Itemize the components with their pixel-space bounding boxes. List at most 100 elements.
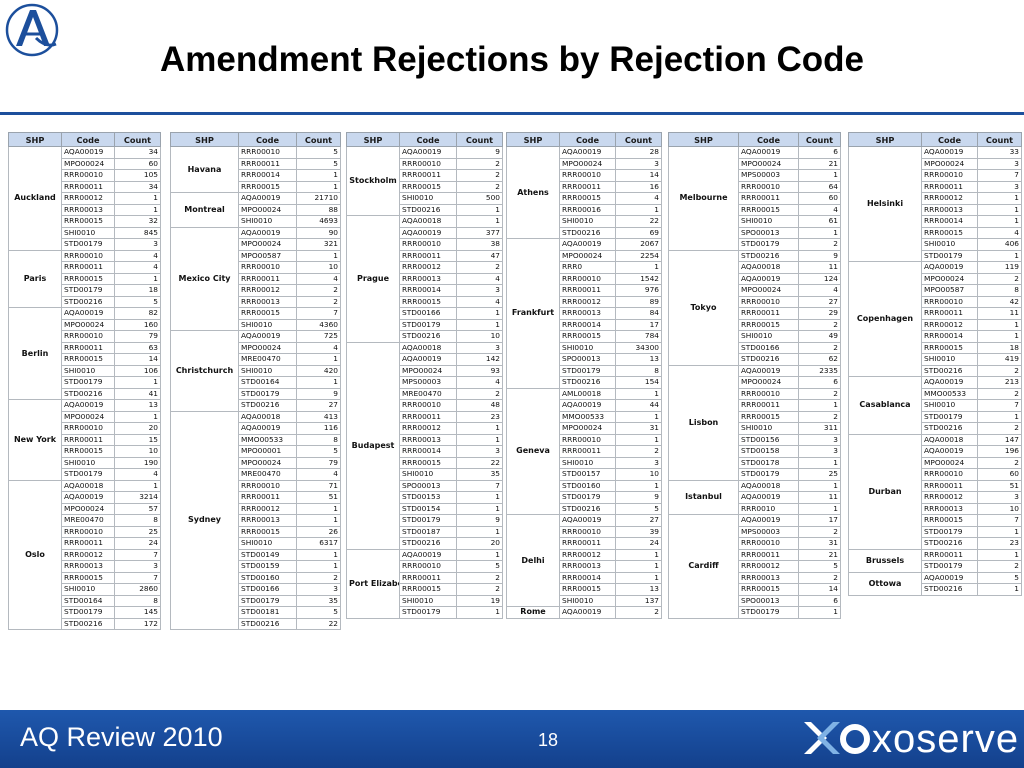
table-row: MPO00024 57: [9, 502, 161, 515]
rejection-count: 31: [798, 537, 841, 550]
rejection-code: STD00179: [559, 491, 616, 504]
rejection-code: RRR00014: [921, 330, 978, 343]
rejection-count: 413: [296, 410, 341, 423]
rejection-code: STD00216: [61, 387, 115, 400]
rejection-code: MPO00024: [921, 456, 978, 469]
rejection-count: 51: [977, 479, 1022, 492]
rejection-count: 5: [296, 445, 341, 458]
rejection-count: 44: [615, 399, 662, 412]
rejection-count: 17: [798, 514, 841, 527]
table-row: RRR00013 1: [849, 203, 1022, 216]
rejection-count: 21710: [296, 192, 341, 205]
rejection-count: 106: [114, 364, 161, 377]
rejection-code: RRR00012: [559, 548, 616, 561]
table-row: RRR00010 2: [347, 157, 503, 170]
rejection-code: MPS00003: [399, 376, 457, 389]
rejection-count: 22: [456, 456, 503, 469]
rejection-code: RRR00011: [921, 548, 978, 561]
rejection-count: 14: [615, 169, 662, 182]
table-row: MPO00024 4: [669, 284, 841, 297]
rejection-count: 2: [798, 238, 841, 251]
table-row: SHI0010 137: [507, 594, 662, 607]
rejection-code: RRR00012: [921, 318, 978, 331]
rejection-count: 19: [456, 594, 503, 607]
rejection-count: 1: [114, 192, 161, 205]
shp-name: Mexico City: [170, 226, 239, 331]
header-code: Code: [559, 132, 616, 147]
rejection-count: 1: [615, 479, 662, 492]
rejection-count: 33: [977, 146, 1022, 159]
table-row: STD00154 1: [347, 502, 503, 515]
table-row: RRR00013 1: [9, 203, 161, 216]
rejection-count: 1: [296, 560, 341, 573]
rejection-code: RRR00010: [399, 399, 457, 412]
rejection-count: 2: [798, 410, 841, 423]
header-code: Code: [399, 132, 457, 147]
table-row: RRR00012 1: [171, 502, 341, 515]
rejection-code: STD00179: [921, 525, 978, 538]
rejection-count: 2: [296, 284, 341, 297]
table-row: SHI0010 500: [347, 192, 503, 205]
rejection-code: SHI0010: [559, 215, 616, 228]
rejection-code: STD00216: [399, 330, 457, 343]
rejection-code: RRR00015: [921, 514, 978, 527]
rejection-count: 60: [798, 192, 841, 205]
rejection-count: 1: [977, 410, 1022, 423]
rejection-code: AQA00019: [238, 226, 297, 239]
table-row: Brussels RRR00011 1: [848, 548, 1022, 573]
rejection-code: AQA00019: [738, 272, 799, 285]
rejection-count: 725: [296, 330, 341, 343]
header-shp: SHP: [668, 132, 739, 147]
rejection-code: RRR00011: [921, 307, 978, 320]
rejection-code: STD00216: [921, 537, 978, 550]
shp-name: Cardiff: [668, 514, 739, 619]
rejection-code: MPO00024: [238, 456, 297, 469]
rejection-code: STD00158: [738, 445, 799, 458]
rejection-code: STD00216: [61, 295, 115, 308]
table-row: RRR00010 14: [507, 169, 662, 182]
rejection-code: AQA00019: [61, 399, 115, 412]
rejection-count: 5: [615, 502, 662, 515]
shp-name: Auckland: [8, 146, 62, 251]
table-row: STD00216 22: [171, 617, 341, 630]
rejection-count: 1: [456, 502, 503, 515]
table-row: RRR00011 3: [849, 180, 1022, 193]
rejection-count: 1: [615, 203, 662, 216]
rejection-count: 5: [114, 295, 161, 308]
rejection-code: RRR00011: [559, 445, 616, 458]
rejection-count: 2254: [615, 249, 662, 262]
table-row: MPO00024 93: [347, 364, 503, 377]
table-row: RRR00015 2: [347, 583, 503, 596]
rejection-code: AQA00019: [399, 548, 457, 561]
rejection-code: STD00216: [559, 226, 616, 239]
rejection-count: 3: [798, 433, 841, 446]
rejection-code: RRR00010: [921, 169, 978, 182]
rejection-count: 18: [114, 284, 161, 297]
rejection-code: STD00160: [559, 479, 616, 492]
rejection-code: AQA00019: [559, 238, 616, 251]
rejection-count: 61: [798, 215, 841, 228]
table-row: MMO00533 8: [171, 433, 341, 446]
rejection-count: 1: [798, 606, 841, 619]
rejection-code: STD00216: [921, 364, 978, 377]
table-row: RRR00010 38: [347, 238, 503, 251]
rejection-count: 2: [977, 387, 1022, 400]
rejection-count: 15: [114, 433, 161, 446]
table-header-row: SHP Code Count: [346, 132, 503, 147]
rejection-count: 2: [977, 560, 1022, 573]
rejection-count: 79: [296, 456, 341, 469]
rejection-count: 1: [296, 249, 341, 262]
header-code: Code: [738, 132, 799, 147]
shp-name: New York: [8, 399, 62, 481]
rejection-code: STD00179: [238, 387, 297, 400]
rejection-code: SPO00013: [559, 353, 616, 366]
rejection-count: 82: [114, 307, 161, 320]
rejection-count: 3: [456, 445, 503, 458]
table-row: Helsinki AQA00019 33: [848, 146, 1022, 262]
table-row: MPS00003 1: [669, 169, 841, 182]
rejection-count: 25: [798, 468, 841, 481]
rejection-count: 105: [114, 169, 161, 182]
rejection-count: 10: [977, 502, 1022, 515]
table-header-row: SHP Code Count: [170, 132, 341, 147]
rejection-code: RRR00010: [61, 249, 115, 262]
